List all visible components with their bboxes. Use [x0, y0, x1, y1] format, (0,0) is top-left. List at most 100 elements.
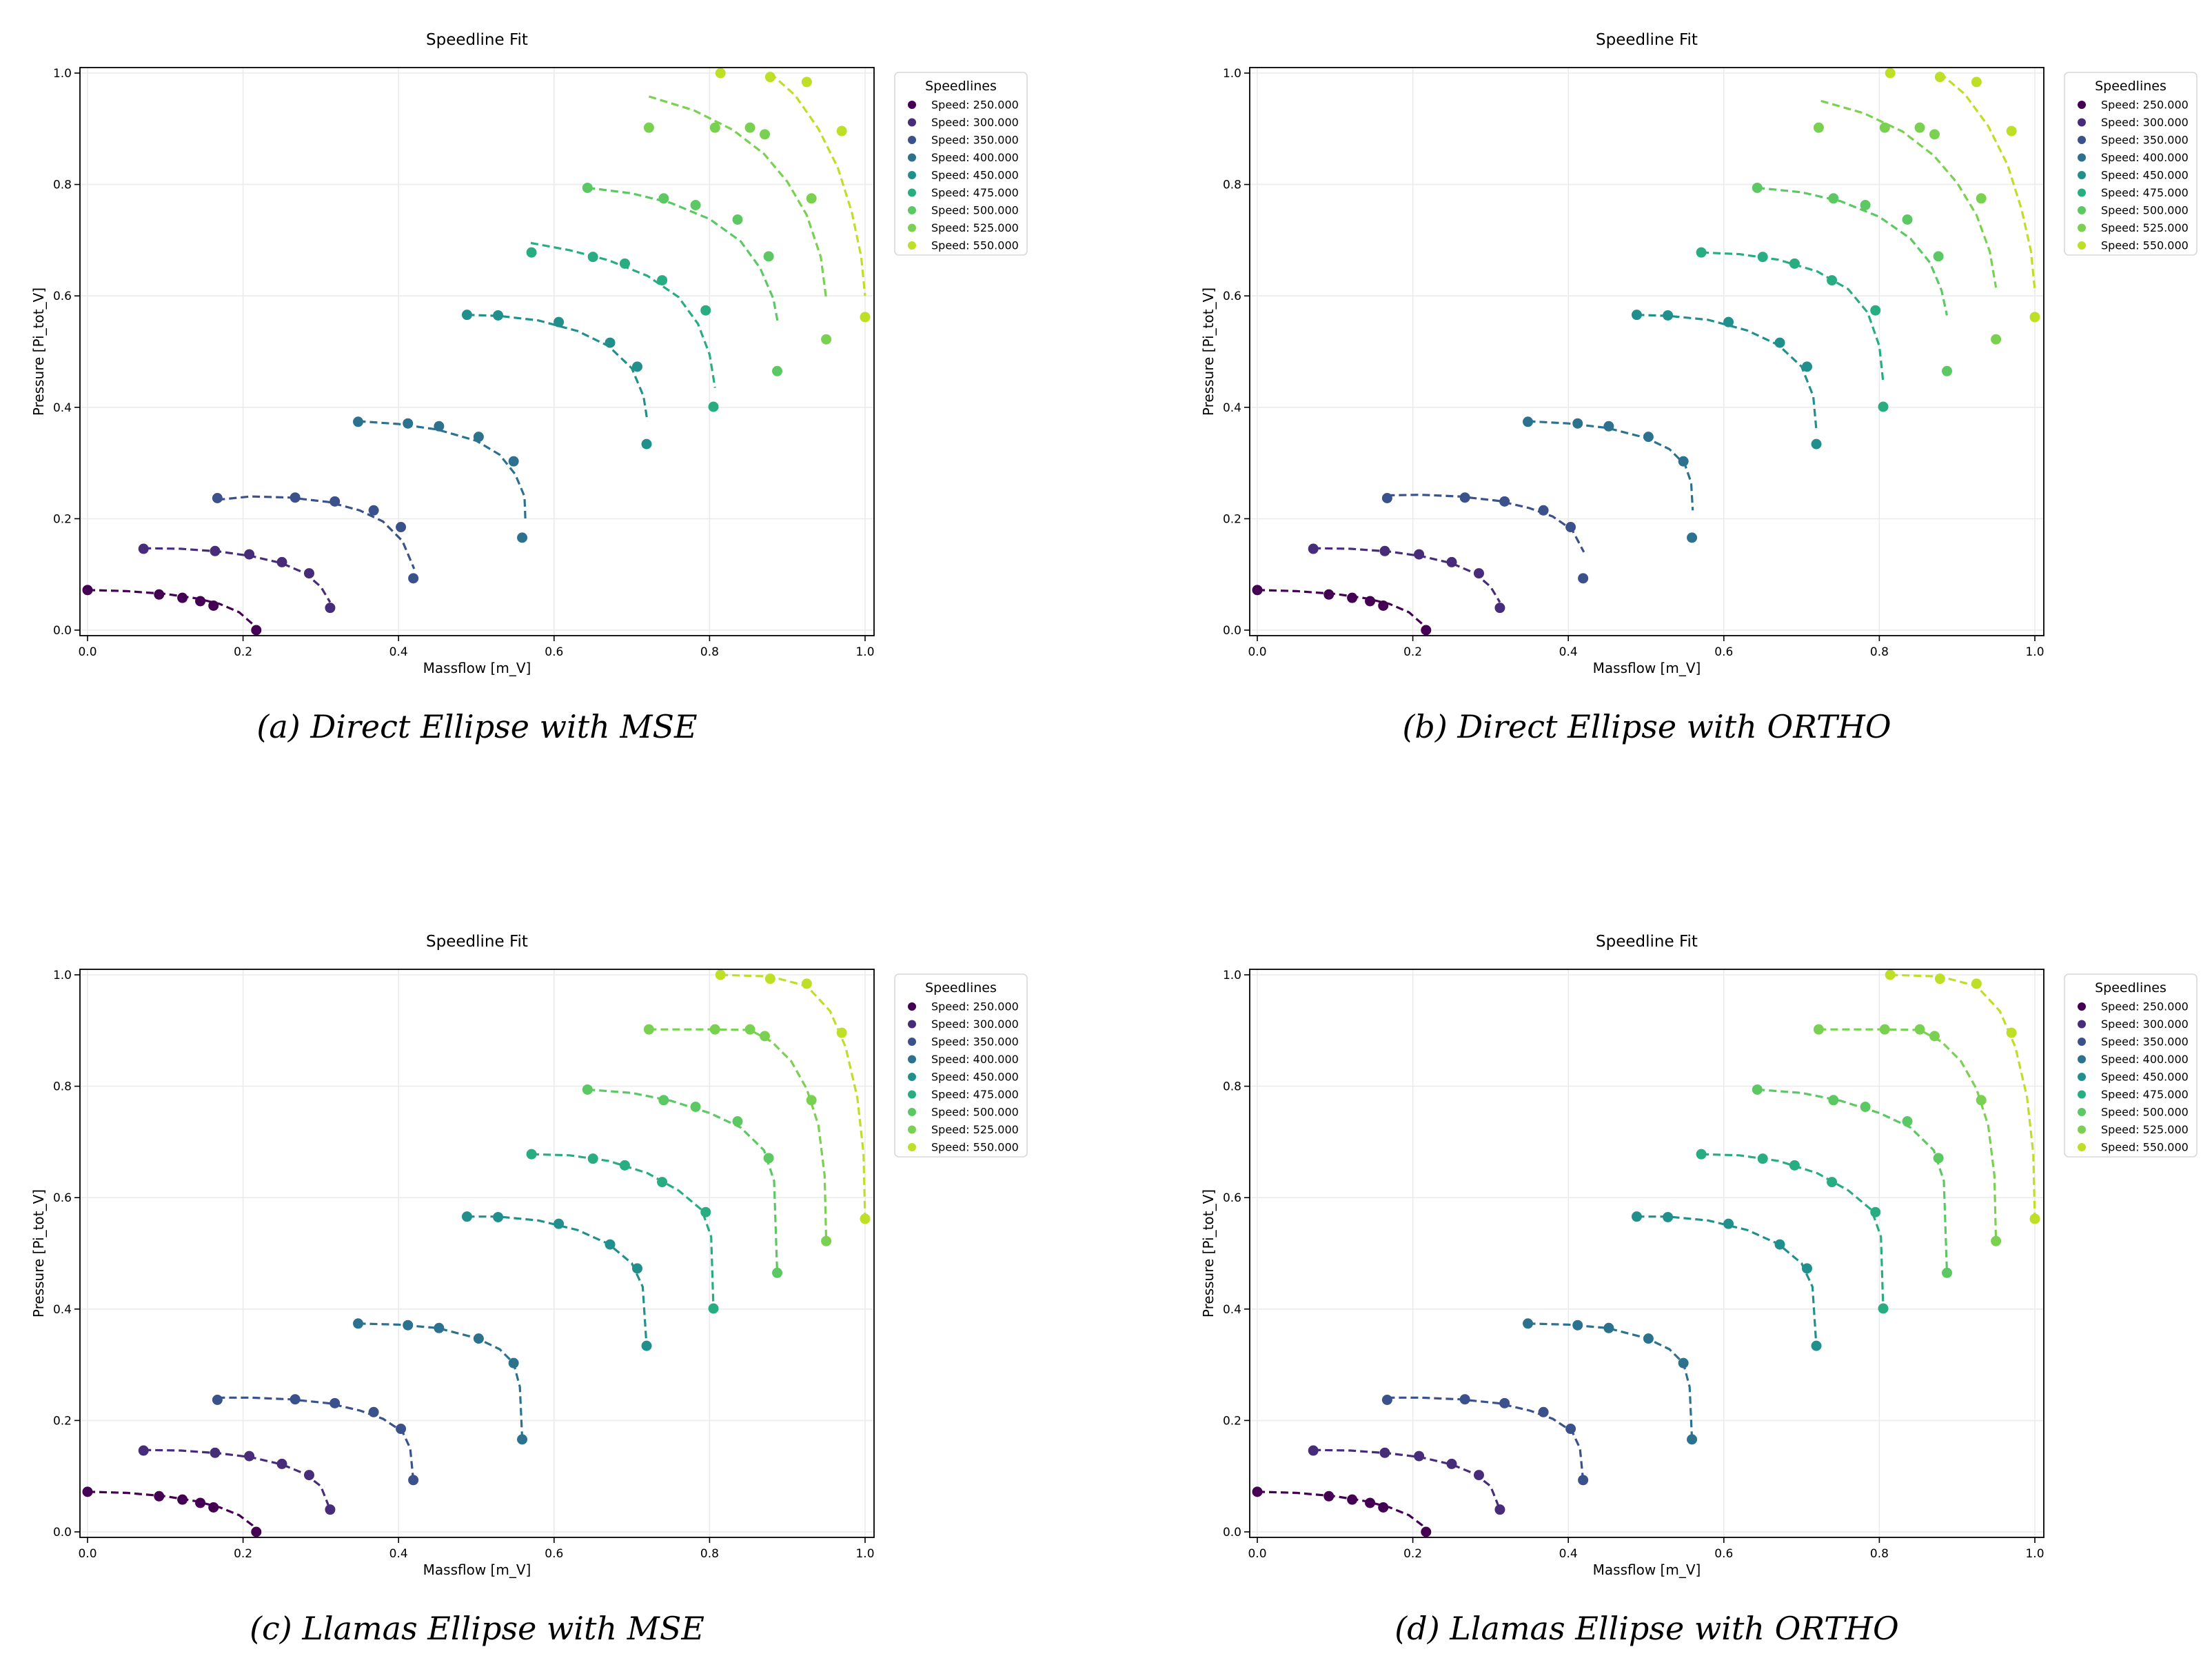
legend-marker-6: [908, 206, 916, 214]
data-point-3-5: [1687, 1434, 1698, 1445]
legend-marker-4: [908, 1073, 916, 1081]
data-point-3-0: [353, 416, 364, 427]
data-point-3-2: [1603, 1322, 1614, 1333]
data-point-1-1: [1379, 545, 1390, 556]
data-point-2-0: [1381, 493, 1392, 504]
data-point-1-1: [1379, 1447, 1390, 1458]
data-point-3-5: [517, 1434, 528, 1445]
y-tick-label: 0.2: [1223, 512, 1241, 526]
data-point-0-3: [1365, 1497, 1376, 1508]
x-tick-label: 0.0: [78, 1547, 97, 1561]
legend-marker-6: [908, 1108, 916, 1116]
data-point-2-5: [1578, 573, 1589, 584]
caption-c: (c) Llamas Ellipse with MSE: [250, 1610, 704, 1647]
fit-line-4: [1636, 1215, 1818, 1346]
data-point-8-3: [2006, 1027, 2017, 1038]
legend-label-2: Speed: 350.000: [931, 134, 1019, 147]
data-point-3-0: [1523, 1318, 1534, 1329]
y-tick-label: 1.0: [53, 67, 72, 81]
chart-panel-b: Speedline Fit 0.0 0.2 0.4 0.6 0.8 1.0 0.0 0.2 0.4…: [1200, 31, 2198, 745]
data-point-1-3: [276, 556, 287, 567]
legend-marker-3: [2078, 1055, 2086, 1064]
data-point-2-2: [329, 496, 341, 507]
data-point-3-4: [508, 1357, 519, 1368]
legend-marker-2: [908, 136, 916, 144]
legend-title: Speedlines: [2095, 980, 2167, 996]
x-tick-label: 0.6: [545, 645, 563, 659]
x-tick-label: 1.0: [2025, 1547, 2044, 1561]
legend-title: Speedlines: [925, 980, 997, 996]
data-point-3-3: [473, 1333, 484, 1344]
data-point-6-0: [1752, 1084, 1763, 1095]
fit-line-8: [769, 72, 866, 296]
data-point-5-0: [1696, 1149, 1707, 1160]
x-tick-label: 0.0: [1248, 645, 1266, 659]
data-point-1-2: [1414, 1451, 1425, 1462]
data-point-2-4: [396, 522, 407, 533]
fit-line-6: [587, 186, 780, 324]
data-point-0-1: [1323, 1491, 1335, 1502]
x-axis-label: Massflow [m_V]: [423, 660, 531, 676]
x-tick-label: 0.0: [78, 645, 97, 659]
y-axis-label: Pressure [Pi_tot_V]: [1200, 287, 1217, 416]
data-point-0-1: [154, 589, 165, 600]
legend-label-0: Speed: 250.000: [931, 1000, 1019, 1013]
data-point-4-3: [605, 337, 616, 348]
data-point-6-1: [658, 193, 669, 204]
data-point-4-4: [631, 361, 642, 372]
data-point-8-4: [2029, 312, 2040, 323]
data-point-2-2: [329, 1397, 341, 1408]
fit-line-0: [1257, 1491, 1428, 1533]
legend-label-8: Speed: 550.000: [931, 1141, 1019, 1154]
data-point-4-1: [493, 1211, 504, 1222]
data-point-0-3: [195, 596, 206, 607]
data-point-1-2: [244, 549, 255, 560]
legend-label-3: Speed: 400.000: [931, 151, 1019, 164]
legend-marker-3: [908, 1055, 916, 1064]
data-point-3-3: [1643, 432, 1654, 443]
legend-marker-5: [2078, 1090, 2086, 1099]
y-tick-label: 0.6: [1223, 1191, 1241, 1205]
data-point-6-2: [1860, 1101, 1871, 1112]
y-tick-label: 0.8: [1223, 1080, 1241, 1094]
axes-frame: [1249, 969, 2044, 1538]
data-point-4-0: [1631, 1211, 1642, 1222]
data-point-1-0: [1308, 543, 1319, 554]
data-point-0-4: [208, 600, 219, 611]
data-point-1-4: [1473, 1470, 1484, 1481]
data-point-1-4: [1473, 568, 1484, 579]
legend-label-6: Speed: 500.000: [931, 1106, 1019, 1119]
y-tick-label: 0.0: [53, 1526, 72, 1539]
data-point-5-0: [526, 247, 537, 258]
legend-label-5: Speed: 475.000: [2101, 1088, 2189, 1101]
legend-label-1: Speed: 300.000: [2101, 116, 2189, 129]
y-axis-label: Pressure [Pi_tot_V]: [1200, 1189, 1217, 1317]
data-point-7-4: [1976, 1095, 1987, 1106]
data-point-0-0: [82, 1486, 93, 1497]
data-point-1-3: [276, 1458, 287, 1469]
legend-label-8: Speed: 550.000: [931, 239, 1019, 252]
legend-marker-6: [2078, 1108, 2086, 1116]
data-point-0-4: [1378, 600, 1389, 611]
data-point-4-2: [1723, 1218, 1734, 1229]
x-tick-label: 0.2: [234, 645, 252, 659]
data-point-6-1: [658, 1095, 669, 1106]
y-tick-label: 0.6: [1223, 290, 1241, 303]
data-point-0-4: [1378, 1502, 1389, 1513]
data-point-4-5: [1811, 438, 1822, 449]
fit-line-4: [467, 1215, 648, 1346]
data-point-2-0: [1381, 1395, 1392, 1406]
data-point-8-2: [1971, 77, 1982, 88]
fit-line-2: [1387, 1396, 1585, 1481]
data-point-1-5: [1494, 1504, 1505, 1515]
legend-marker-7: [2078, 223, 2086, 232]
fit-line-6: [587, 1088, 779, 1273]
fit-line-8: [1890, 973, 2036, 1219]
data-point-2-2: [1499, 496, 1510, 507]
data-point-5-4: [1870, 1206, 1881, 1218]
data-point-7-5: [821, 334, 832, 345]
legend-marker-8: [2078, 1143, 2086, 1151]
data-point-4-1: [1663, 1211, 1674, 1222]
data-point-6-4: [763, 251, 774, 262]
axes-frame: [1249, 67, 2044, 636]
